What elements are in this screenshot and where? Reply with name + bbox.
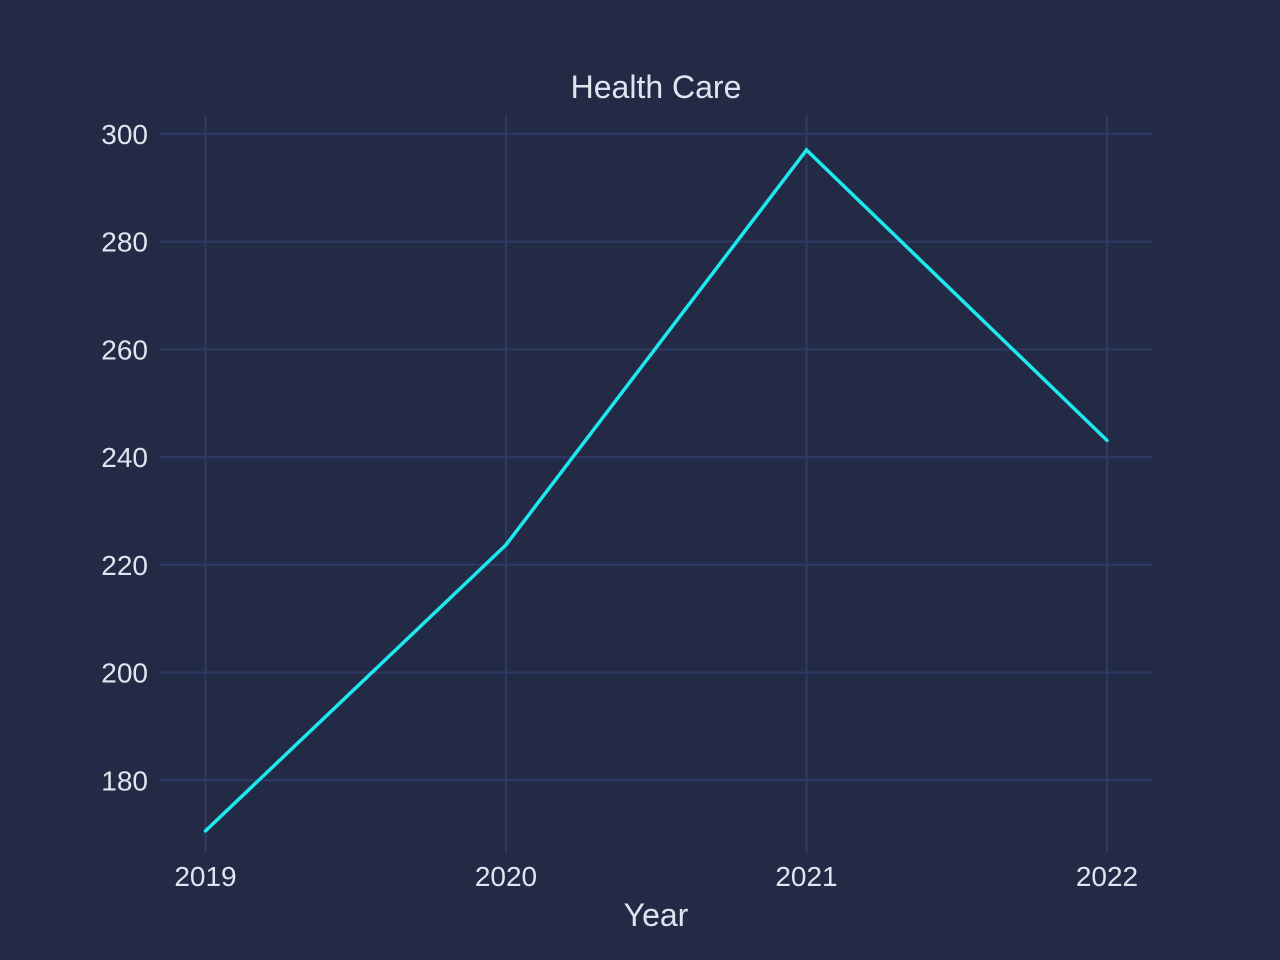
- y-tick-label: 260: [101, 334, 148, 365]
- y-tick-label: 220: [101, 550, 148, 581]
- data-point: [1105, 438, 1109, 443]
- data-point: [203, 829, 208, 833]
- x-tick-label: 2019: [174, 861, 236, 892]
- x-tick-labels: 2019 2020 2021 2022: [174, 861, 1138, 892]
- y-tick-label: 280: [101, 227, 148, 258]
- x-tick-label: 2020: [475, 861, 537, 892]
- y-tick-labels: 180 200 220 240 260 280 300: [101, 119, 148, 796]
- data-point: [804, 148, 809, 152]
- x-gridlines: [204, 115, 1108, 853]
- series-line: [204, 147, 1109, 833]
- data-point: [504, 543, 508, 547]
- y-tick-label: 240: [101, 442, 148, 473]
- y-tick-label: 200: [101, 658, 148, 689]
- series-group: [203, 147, 1109, 833]
- y-tick-label: 180: [101, 765, 148, 796]
- x-tick-label: 2021: [775, 861, 837, 892]
- x-axis-title: Year: [624, 897, 689, 933]
- chart-title: Health Care: [571, 69, 742, 105]
- y-tick-label: 300: [101, 119, 148, 150]
- x-tick-label: 2022: [1076, 861, 1138, 892]
